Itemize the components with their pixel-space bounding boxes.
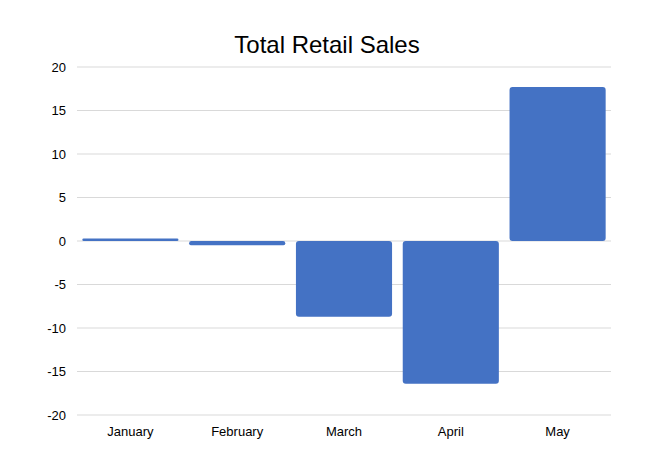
x-tick-label: March (326, 424, 362, 439)
bar (82, 238, 178, 241)
chart-svg: Total Retail Sales -20 -15 -10 -5 0 5 10 15 20 Jan… (0, 0, 650, 464)
bar (510, 87, 606, 241)
x-tick-label: May (545, 424, 570, 439)
grid-line (77, 328, 611, 329)
y-tick-label: -20 (47, 408, 66, 423)
chart-container: Total Retail Sales -20 -15 -10 -5 0 5 10 15 20 Jan… (0, 0, 650, 464)
y-tick-label: -15 (47, 364, 66, 379)
grid-line (77, 371, 611, 372)
grid-line (77, 415, 611, 416)
bar (189, 241, 285, 245)
bar (296, 241, 392, 317)
y-tick-label: -5 (54, 277, 66, 292)
chart-title: Total Retail Sales (234, 31, 419, 58)
x-tick-label: February (211, 424, 264, 439)
y-tick-label: -10 (47, 321, 66, 336)
grid-line (77, 67, 611, 68)
y-tick-label: 5 (59, 190, 66, 205)
bars (82, 87, 605, 384)
y-tick-label: 15 (52, 103, 66, 118)
x-tick-label: January (107, 424, 154, 439)
bar (403, 241, 499, 384)
y-tick-label: 10 (52, 147, 66, 162)
x-tick-label: April (438, 424, 464, 439)
y-tick-label: 20 (52, 60, 66, 75)
y-tick-label: 0 (59, 234, 66, 249)
